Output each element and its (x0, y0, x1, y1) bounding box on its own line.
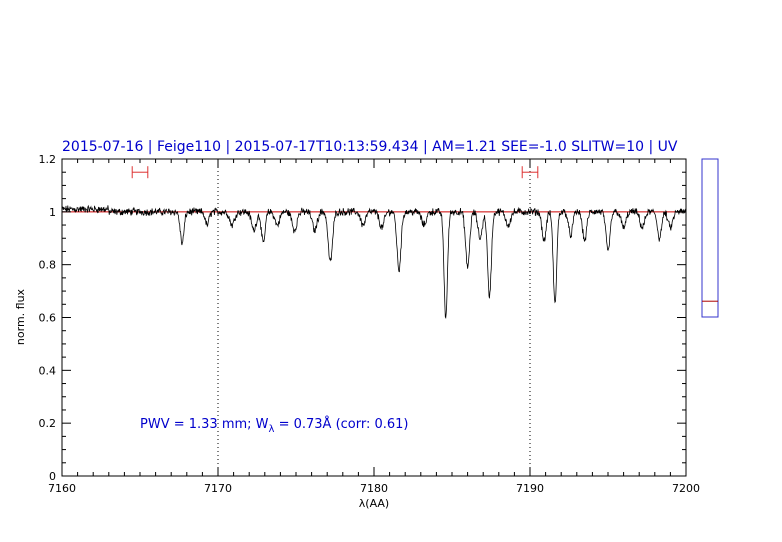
error-bars (131, 166, 539, 179)
y-tick-label: 0.4 (39, 364, 57, 377)
y-tick-label: 0 (49, 470, 56, 483)
x-axis-title: λ(AA) (359, 497, 389, 510)
x-tick-label: 7190 (516, 482, 544, 495)
y-axis-title: norm. flux (14, 288, 27, 345)
y-tick-label: 1 (49, 206, 56, 219)
y-tick-label: 0.2 (39, 417, 57, 430)
spectrum-line (61, 204, 687, 319)
side-bar-frame (701, 158, 719, 318)
x-tick-label: 7200 (672, 482, 700, 495)
x-tick-label: 7160 (48, 482, 76, 495)
y-tick-label: 0.6 (39, 312, 57, 325)
w-text: = 0.73Å (corr: 0.61) (274, 416, 408, 432)
w-subscript: λ (269, 424, 275, 435)
y-tick-label: 1.2 (39, 153, 57, 166)
y-tick-label: 0.8 (39, 259, 57, 272)
x-axis: 7160 7170 7180 7190 7200 (48, 159, 700, 495)
chart-title: 2015-07-16 | Feige110 | 2015-07-17T10:13… (62, 139, 678, 155)
y-axis: 0 0.2 0.4 0.6 0.8 1 1.2 (39, 153, 686, 483)
x-tick-label: 7170 (204, 482, 232, 495)
pwv-text: PWV = 1.33 mm; W (140, 417, 269, 432)
pwv-annotation: PWV = 1.33 mm; Wλ = 0.73Å (corr: 0.61) (140, 416, 409, 435)
x-tick-label: 7180 (360, 482, 388, 495)
